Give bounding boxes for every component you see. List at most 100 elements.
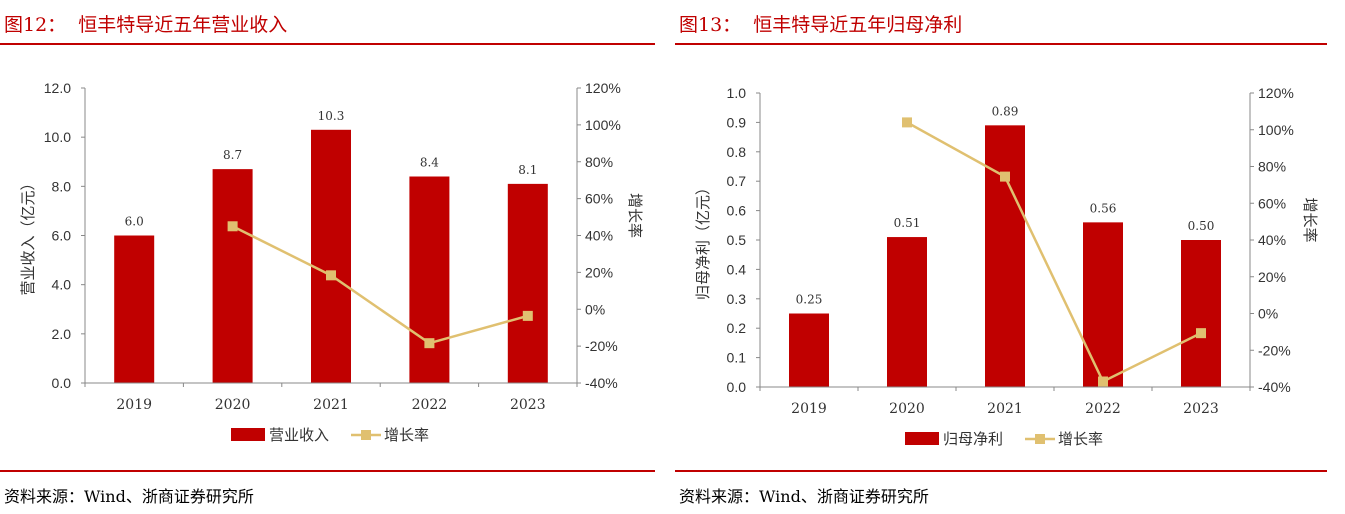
y-tick-label: 0.1: [727, 350, 747, 366]
bar-value-label: 0.51: [894, 216, 921, 230]
growth-point: [424, 338, 435, 349]
legend-line-marker: [361, 430, 371, 440]
bar-value-label: 0.50: [1188, 219, 1215, 233]
x-tick-label: 2022: [412, 397, 448, 413]
growth-point: [522, 310, 533, 321]
growth-point: [1196, 328, 1206, 339]
x-tick-label: 2023: [1183, 401, 1219, 417]
y-tick-label: 4.0: [52, 277, 72, 293]
legend-bar-label: 归母净利: [943, 430, 1003, 448]
bar: [1181, 240, 1221, 387]
source-note: 资料来源：Wind、浙商证券研究所: [679, 487, 929, 506]
y2-tick-label: 60%: [1258, 195, 1286, 211]
net-profit-chart: 0.0 0.1 0.2 0.3 0.4 0.5 0.6 0.7 0.8 0.9 1.0 -40% -20…: [694, 85, 1319, 448]
chart-panel-revenue: 图12： 恒丰特导近五年营业收入 0.0 2.0 4.0 6.0 8.0 10.0 12.0…: [0, 0, 655, 514]
y2-tick-label: 20%: [585, 264, 613, 280]
y-tick-label: 8.0: [52, 178, 72, 194]
y-tick-label: 12.0: [44, 80, 71, 96]
y2-axis-title: 增长率: [1301, 197, 1319, 242]
legend-bar-swatch: [231, 428, 265, 441]
y-tick-label: 0.6: [727, 203, 747, 219]
y-axis-title: 归母净利（亿元）: [694, 180, 712, 300]
y-tick-label: 0.5: [727, 232, 747, 248]
bar: [789, 313, 829, 387]
y2-tick-label: 80%: [585, 154, 613, 170]
y2-tick-label: 0%: [1258, 306, 1278, 322]
growth-line: [232, 225, 529, 345]
y2-tick-label: 0%: [585, 301, 605, 317]
y-tick-label: 6.0: [52, 228, 72, 244]
y-tick-label: 0.0: [52, 375, 72, 391]
x-tick-label: 2019: [116, 397, 152, 413]
bar-value-label: 6.0: [125, 215, 144, 229]
bar-value-label: 0.89: [992, 104, 1019, 118]
legend-bar-swatch: [905, 432, 939, 445]
y2-tick-label: 60%: [585, 191, 613, 207]
y-axis-title: 营业收入（亿元）: [19, 175, 37, 295]
y-tick-label: 0.7: [727, 173, 747, 189]
y2-tick-label: 100%: [585, 117, 621, 133]
y2-tick-label: 20%: [1258, 269, 1286, 285]
x-tick-label: 2023: [510, 397, 546, 413]
legend-line-label: 增长率: [384, 426, 429, 444]
source-note: 资料来源：Wind、浙商证券研究所: [4, 487, 254, 506]
y2-tick-label: 120%: [585, 80, 621, 96]
bar: [507, 183, 548, 383]
legend-bar-label: 营业收入: [269, 426, 329, 444]
chart-panel-net-profit: 图13： 恒丰特导近五年归母净利 0.0 0.1 0.2 0.3 0.4 0.5 0.6 0.…: [675, 0, 1327, 514]
chart-title: 图12： 恒丰特导近五年营业收入: [4, 14, 288, 36]
footer-divider: [0, 470, 655, 472]
footer-divider: [675, 470, 1327, 472]
y2-tick-label: -40%: [585, 375, 618, 391]
chart-title: 图13： 恒丰特导近五年归母净利: [679, 14, 963, 36]
growth-point: [1000, 171, 1010, 182]
legend-line-label: 增长率: [1058, 430, 1103, 448]
bar-value-label: 8.7: [223, 148, 242, 162]
bar: [311, 129, 351, 383]
x-tick-label: 2022: [1085, 401, 1121, 417]
y-tick-label: 0.3: [727, 291, 747, 307]
y2-tick-label: -20%: [1258, 342, 1291, 358]
bar: [1083, 222, 1123, 387]
bar-value-label: 0.56: [1090, 201, 1117, 215]
y-tick-label: 0.8: [727, 144, 747, 160]
bar: [212, 169, 253, 383]
bar: [887, 237, 927, 387]
growth-line: [906, 121, 1202, 384]
revenue-chart: 0.0 2.0 4.0 6.0 8.0 10.0 12.0 -40% -20% 0% 20% 40% 6…: [19, 80, 644, 444]
y-tick-label: 1.0: [727, 85, 747, 101]
growth-point: [227, 221, 238, 232]
legend-line-marker: [1035, 434, 1045, 444]
bar: [114, 235, 155, 383]
bar-value-label: 8.4: [420, 156, 439, 170]
y2-tick-label: 80%: [1258, 159, 1286, 175]
y-tick-label: 2.0: [52, 326, 72, 342]
x-tick-label: 2021: [987, 401, 1023, 417]
y2-tick-label: -20%: [585, 338, 618, 354]
y-tick-label: 0.9: [727, 114, 747, 130]
title-divider: [0, 43, 655, 45]
y2-tick-label: 120%: [1258, 85, 1294, 101]
bar: [985, 125, 1025, 387]
x-tick-label: 2021: [313, 397, 349, 413]
title-divider: [675, 43, 1327, 45]
y-tick-label: 0.2: [727, 320, 747, 336]
y-tick-label: 0.4: [727, 261, 747, 277]
bar-value-label: 0.25: [796, 293, 823, 307]
y2-tick-label: 40%: [585, 228, 613, 244]
x-tick-label: 2020: [215, 397, 251, 413]
bar-value-label: 10.3: [318, 109, 345, 123]
x-tick-label: 2020: [889, 401, 925, 417]
y2-axis-title: 增长率: [626, 193, 644, 238]
y-tick-label: 10.0: [44, 129, 71, 145]
growth-point: [326, 270, 336, 281]
growth-point: [1098, 376, 1108, 387]
growth-point: [902, 117, 912, 128]
x-tick-label: 2019: [791, 401, 827, 417]
y2-tick-label: 100%: [1258, 122, 1294, 138]
bar-value-label: 8.1: [518, 163, 537, 177]
y2-tick-label: -40%: [1258, 379, 1291, 395]
y2-tick-label: 40%: [1258, 232, 1286, 248]
y-tick-label: 0.0: [727, 379, 747, 395]
bar: [409, 176, 450, 383]
